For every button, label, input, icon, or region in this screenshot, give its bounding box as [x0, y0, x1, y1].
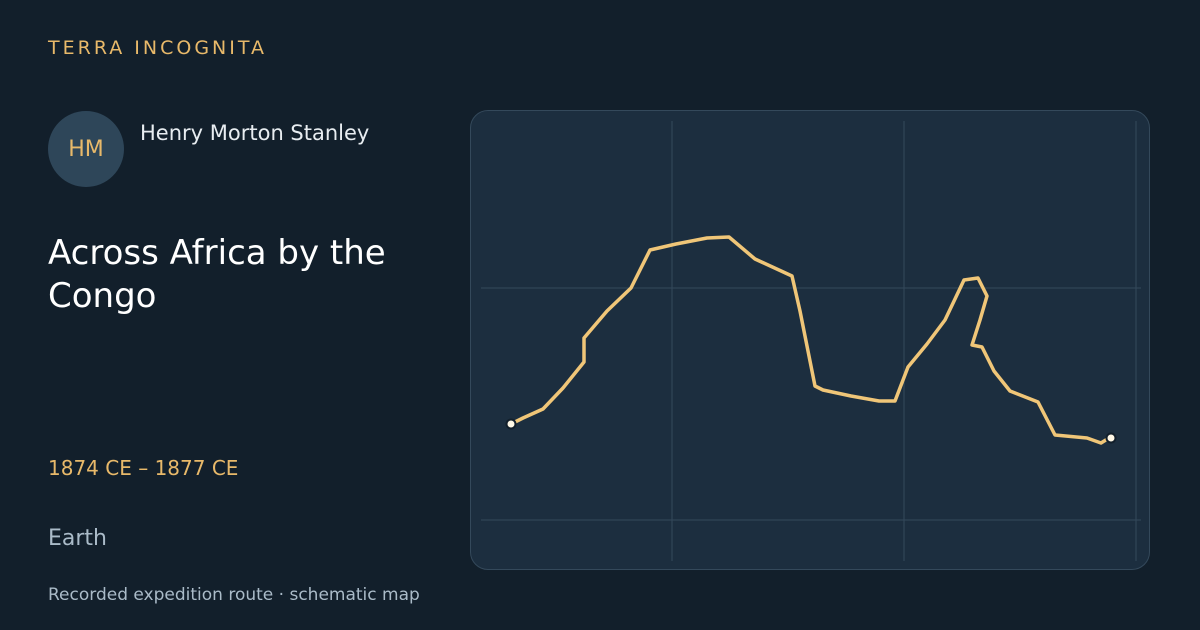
route-map: [470, 110, 1150, 570]
expedition-place: Earth: [48, 526, 107, 551]
route-start-marker: [505, 418, 517, 430]
brand-title: TERRA INCOGNITA: [48, 37, 267, 59]
map-grid: [481, 121, 1141, 561]
route-end-marker: [1105, 432, 1117, 444]
expedition-dates: 1874 CE – 1877 CE: [48, 456, 239, 480]
expedition-route: [509, 235, 1111, 445]
expedition-title: Across Africa by the Congo: [48, 233, 386, 316]
map-caption: Recorded expedition route · schematic ma…: [48, 585, 420, 605]
author-name: Henry Morton Stanley: [140, 121, 370, 145]
route-map-svg: [481, 121, 1141, 561]
avatar: HM: [48, 111, 124, 187]
avatar-initials: HM: [68, 136, 104, 162]
